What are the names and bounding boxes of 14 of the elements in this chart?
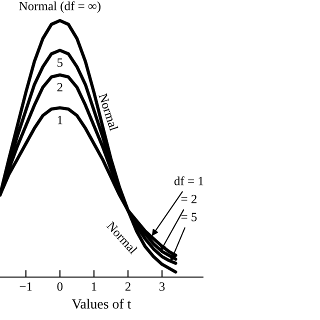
series-label: 5: [58, 58, 63, 67]
x-tick-label: 3: [160, 282, 165, 291]
x-tick-label: −1: [20, 282, 32, 291]
annotation: = 2: [181, 194, 196, 204]
series-label: Normal (df = ∞): [19, 1, 100, 13]
x-tick-label: 2: [125, 282, 130, 291]
x-axis-title: Values of t: [72, 298, 132, 309]
x-tick-label: 0: [57, 282, 63, 291]
series-label: 1: [58, 116, 62, 124]
annotation: df = 1: [174, 176, 204, 186]
x-tick-label: 1: [92, 282, 96, 291]
annotation: Normal: [98, 92, 119, 132]
series-label: 2: [57, 83, 62, 92]
annotation: = 5: [181, 212, 197, 222]
